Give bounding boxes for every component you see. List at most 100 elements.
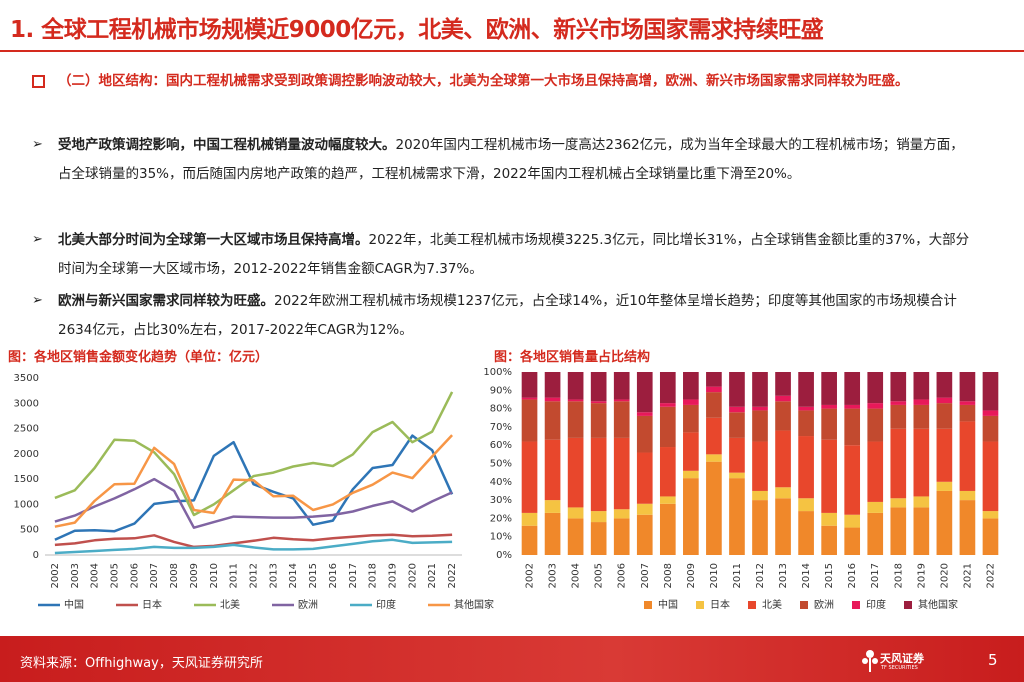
bar-segment	[775, 401, 791, 431]
bar-segment	[521, 399, 538, 442]
charts: 0 500 1000 1500 2000 2500 3000 3500 2002 2003 2004…	[14, 367, 999, 611]
bar-segment	[636, 412, 653, 416]
bullet: 欧洲与新兴国家需求同样较为旺盛。2022年欧洲工程机械市场规模1237亿元，占全…	[58, 287, 973, 345]
series-line	[54, 477, 453, 529]
bar-segment	[890, 428, 907, 499]
x-tick-label: 2004	[90, 563, 101, 588]
bar-segment	[544, 372, 561, 398]
legend-swatch	[800, 601, 808, 609]
y-tick-label: 1500	[14, 474, 39, 485]
bar-segment	[798, 410, 814, 437]
x-tick-label: 2018	[893, 563, 904, 588]
bar-segment	[521, 372, 538, 398]
chart-title: 图：各地区销售量占比结构	[494, 350, 651, 365]
bar-segment	[890, 372, 907, 402]
bar-segment	[683, 399, 699, 405]
y-tick-label: 100%	[483, 367, 512, 378]
bar-segment	[613, 399, 630, 402]
bar-segment	[821, 372, 837, 405]
bar-segment	[613, 509, 630, 519]
bullet-arrow: ➢	[32, 293, 43, 308]
bar-segment	[775, 395, 791, 402]
legend-label: 欧洲	[814, 599, 834, 611]
x-tick-label: 2015	[824, 563, 835, 588]
bar-segment	[890, 498, 907, 508]
x-tick-label: 2008	[663, 563, 674, 588]
bar-segment	[936, 428, 953, 482]
bar-segment	[844, 514, 861, 528]
bullet: 北美大部分时间为全球第一大区域市场且保持高增。2022年，北美工程机械市场规模3…	[58, 226, 973, 284]
x-tick-label: 2020	[939, 563, 950, 588]
bar-segment	[590, 403, 607, 438]
bar-segment	[959, 421, 976, 491]
legend-swatch	[904, 601, 912, 609]
legend-swatch	[748, 601, 756, 609]
y-tick-label: 2500	[14, 424, 39, 435]
bar-segment	[729, 437, 745, 473]
bar-segment	[913, 372, 930, 400]
y-tick-label: 1000	[14, 499, 39, 510]
bar-segment	[936, 403, 953, 429]
chart-title: 图：各地区销售金额变化趋势（单位：亿元）	[8, 350, 269, 365]
legend-label: 其他国家	[454, 598, 494, 611]
logo-text: 天风证券	[880, 652, 924, 665]
bar-segment	[752, 500, 768, 555]
bar-segment	[613, 518, 630, 555]
bar-segment	[959, 372, 976, 402]
bar-segment	[798, 406, 814, 411]
bar-segment	[636, 514, 653, 555]
legend-label: 北美	[220, 598, 240, 611]
bar-segment	[982, 511, 999, 519]
bar-segment	[636, 503, 653, 515]
x-tick-label: 2019	[916, 563, 927, 588]
bar-segment	[590, 522, 607, 555]
bar-segment	[821, 512, 837, 526]
bar-segment	[798, 511, 814, 555]
bullet-bold: 欧洲与新兴国家需求同样较为旺盛。	[58, 293, 274, 309]
legend-label: 中国	[658, 598, 678, 611]
legend-label: 北美	[762, 598, 782, 611]
bar-segment	[706, 386, 722, 393]
bar-segment	[913, 496, 930, 508]
x-tick-label: 2010	[209, 563, 220, 588]
series-line	[54, 538, 453, 555]
y-tick-label: 40%	[490, 477, 512, 488]
bar-segment	[706, 417, 722, 455]
bar-segment	[590, 372, 607, 402]
section-text: （二）地区结构：国内工程机械需求受到政策调控影响波动较大，北美为全球第一大市场且…	[58, 73, 909, 89]
legend-label: 印度	[376, 598, 396, 611]
bar-segment	[567, 518, 584, 555]
bar-segment	[521, 512, 538, 526]
bar-segment	[613, 437, 630, 510]
x-tick-label: 2021	[962, 563, 973, 588]
bar-segment	[567, 372, 584, 400]
bar-segment	[544, 512, 561, 555]
footer-band	[0, 636, 1024, 682]
bar-segment	[959, 500, 976, 555]
bar-segment	[982, 518, 999, 555]
x-tick-label: 2011	[732, 563, 743, 588]
bar-segment	[844, 445, 861, 515]
bar-segment	[913, 399, 930, 405]
bar-segment	[567, 437, 584, 508]
y-tick-label: 10%	[490, 532, 512, 543]
x-tick-label: 2009	[189, 563, 200, 588]
legend-swatch	[644, 601, 652, 609]
x-tick-label: 2014	[288, 563, 299, 588]
bar-segment	[936, 372, 953, 398]
legend-label: 欧洲	[298, 599, 318, 611]
x-tick-label: 2003	[70, 563, 81, 588]
legend-swatch	[852, 601, 860, 609]
bar-segment	[959, 401, 976, 405]
bar-segment	[798, 498, 814, 512]
y-tick-label: 70%	[490, 422, 512, 433]
x-tick-label: 2002	[525, 563, 536, 588]
bar-segment	[798, 372, 814, 407]
bar-segment	[683, 478, 699, 555]
bar-segment	[936, 481, 953, 491]
bar-segment	[867, 512, 884, 555]
x-tick-label: 2004	[571, 563, 582, 588]
bar-segment	[683, 404, 699, 433]
x-tick-label: 2014	[801, 563, 812, 588]
